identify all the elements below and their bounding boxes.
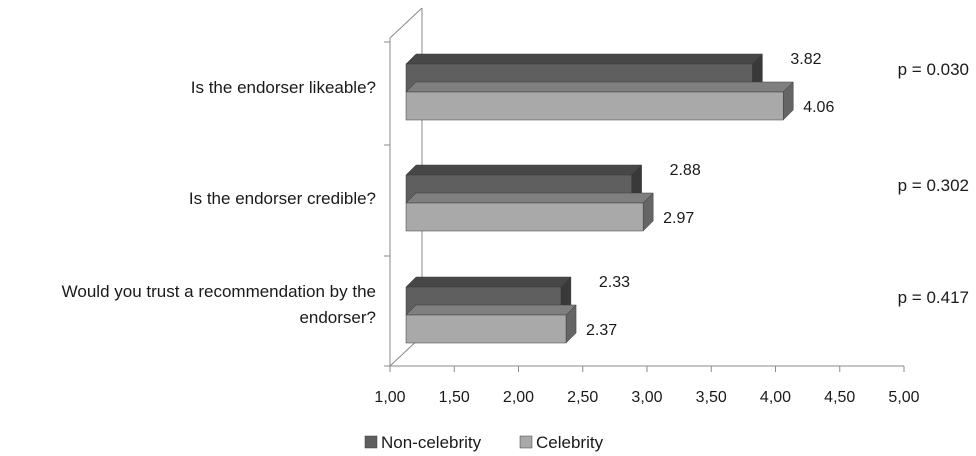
legend-label: Celebrity (536, 433, 604, 452)
x-tick-label: 2,00 (503, 389, 534, 406)
p-value-annotations: p = 0.030 p = 0.302 p = 0.417 (898, 60, 969, 307)
data-label: 2.37 (586, 322, 617, 339)
bar (405, 314, 567, 344)
x-tick-label: 4,50 (824, 389, 855, 406)
x-tick-label: 1,00 (374, 389, 405, 406)
category-label: Is the endorser credible? (189, 189, 376, 208)
data-label: 2.33 (599, 274, 630, 291)
category-labels: Is the endorser likeable? Is the endorser… (62, 78, 376, 327)
data-label: 4.06 (803, 99, 834, 116)
legend-label: Non-celebrity (381, 433, 482, 452)
bar-top-face (405, 304, 577, 316)
p-value-label: p = 0.030 (898, 60, 969, 79)
x-tick-label: 3,50 (696, 389, 727, 406)
legend-swatch (519, 435, 533, 449)
x-tick-label: 5,00 (888, 389, 919, 406)
bar-top-face (405, 276, 572, 288)
legend-swatch (364, 435, 378, 449)
bar-top-face (405, 81, 794, 93)
x-tick-label: 3,00 (631, 389, 662, 406)
x-tick-label: 1,50 (439, 389, 470, 406)
data-label: 3.82 (790, 51, 821, 68)
x-tick-label: 4,00 (760, 389, 791, 406)
bar-top-face (405, 192, 654, 204)
wall-top-edge (389, 7, 423, 39)
bar (405, 202, 644, 232)
bar-top-face (405, 53, 763, 65)
data-label: 2.97 (663, 210, 694, 227)
value-labels: 3.82 2.88 2.33 4.06 2.97 2.37 (586, 51, 834, 339)
x-tick-label: 2,50 (567, 389, 598, 406)
p-value-label: p = 0.302 (898, 176, 969, 195)
legend: Non-celebrity Celebrity (364, 433, 604, 452)
p-value-label: p = 0.417 (898, 288, 969, 307)
bars-group (405, 53, 794, 344)
x-axis-ticks: 1,00 1,50 2,00 2,50 3,00 3,50 4,00 4,50 5,00 (374, 366, 920, 406)
category-label: Is the endorser likeable? (191, 78, 376, 97)
bar (405, 91, 784, 121)
bar-top-face (405, 164, 643, 176)
category-label: endorser? (299, 308, 376, 327)
category-label: Would you trust a recommendation by the (62, 282, 376, 301)
data-label: 2.88 (670, 162, 701, 179)
